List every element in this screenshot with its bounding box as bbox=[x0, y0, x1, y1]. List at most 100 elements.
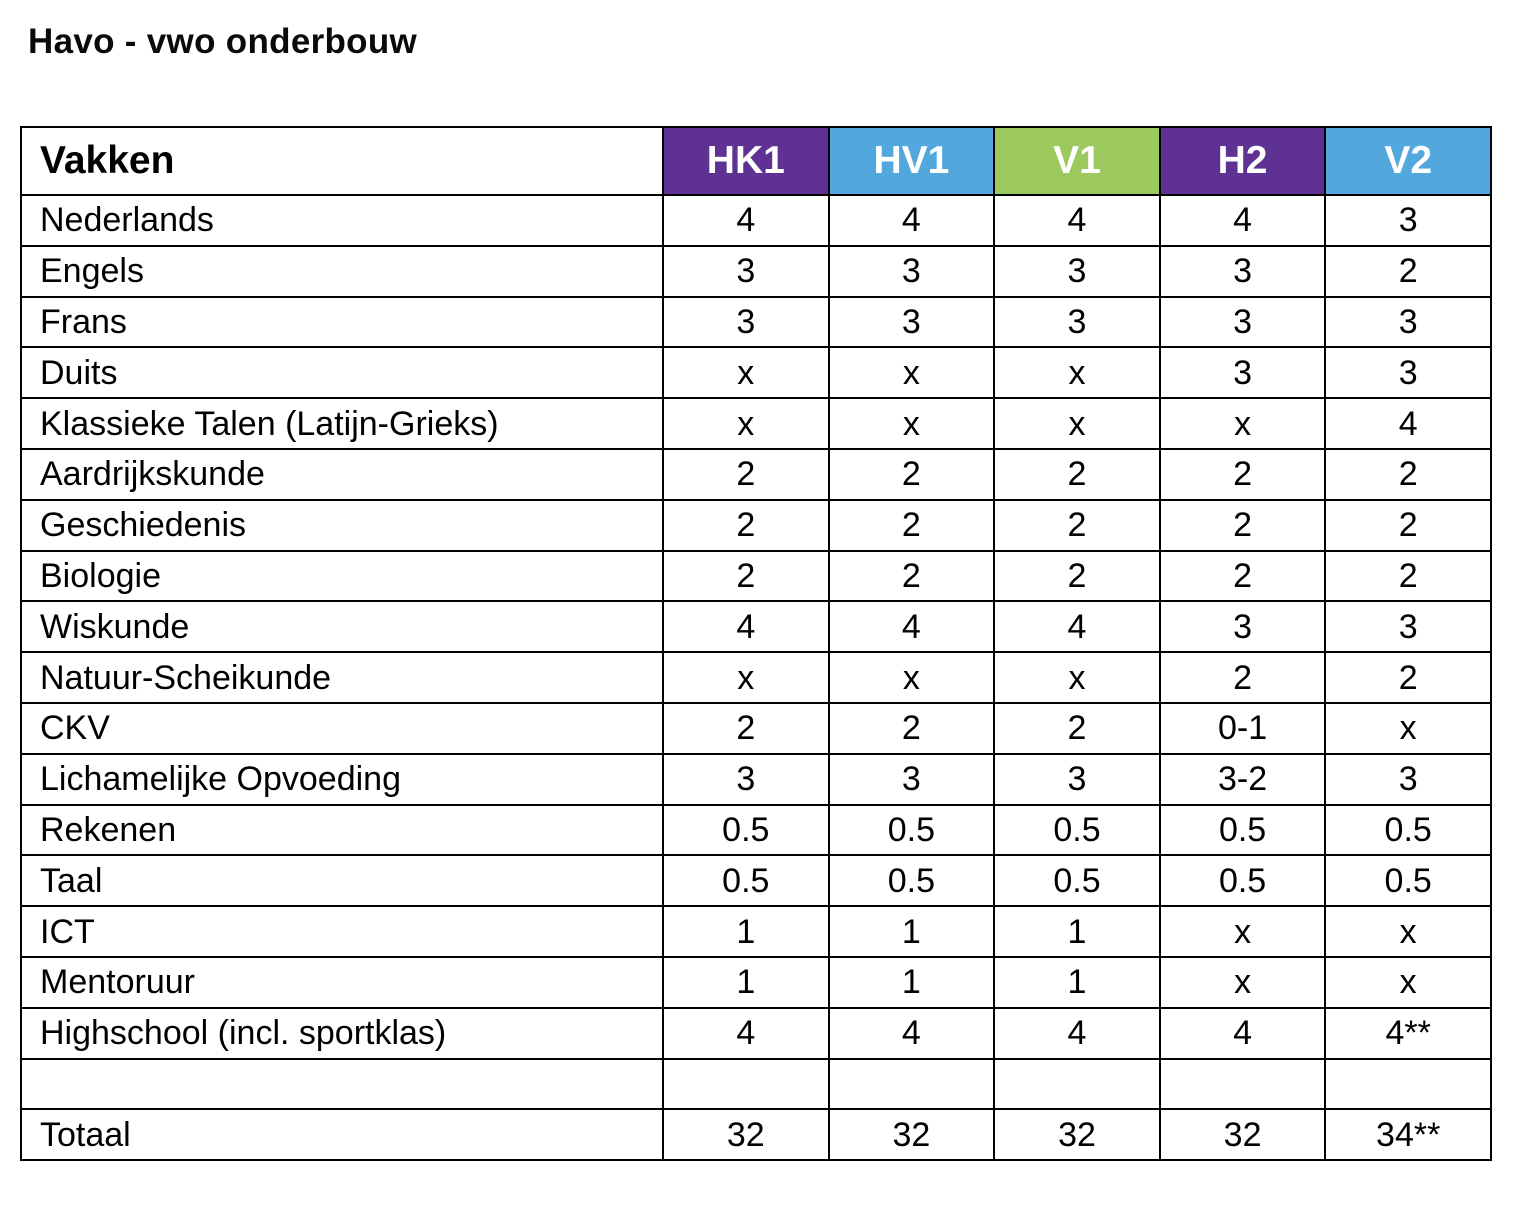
value-cell: 4 bbox=[662, 194, 830, 247]
subject-cell: Mentoruur bbox=[20, 955, 664, 1009]
subject-cell: Geschiedenis bbox=[20, 498, 664, 552]
value-cell: 3 bbox=[993, 295, 1161, 349]
value-cell: 2 bbox=[827, 498, 996, 552]
value-cell: 3 bbox=[1158, 244, 1327, 298]
subject-cell: Nederlands bbox=[20, 194, 664, 247]
subject-cell: Taal bbox=[20, 854, 664, 908]
value-cell: 3 bbox=[1324, 194, 1492, 247]
value-cell: 32 bbox=[1158, 1108, 1327, 1162]
value-cell: 2 bbox=[1324, 651, 1492, 704]
value-cell: 2 bbox=[1158, 447, 1327, 501]
value-cell: 0.5 bbox=[662, 803, 830, 857]
value-cell: 4 bbox=[827, 194, 996, 247]
value-cell bbox=[1324, 1057, 1492, 1111]
value-cell: 0.5 bbox=[827, 803, 996, 857]
value-cell: 3 bbox=[1324, 600, 1492, 654]
subject-cell: Duits bbox=[20, 346, 664, 400]
subject-cell: Frans bbox=[20, 295, 664, 349]
value-cell: x bbox=[1324, 905, 1492, 958]
value-cell: 4 bbox=[993, 600, 1161, 654]
value-cell: 3-2 bbox=[1158, 752, 1327, 806]
value-cell: x bbox=[993, 397, 1161, 450]
value-cell: 2 bbox=[1324, 447, 1492, 501]
subject-cell: Rekenen bbox=[20, 803, 664, 857]
value-cell: 0.5 bbox=[1324, 854, 1492, 908]
value-cell: 3 bbox=[827, 244, 996, 298]
spacer-row bbox=[20, 1057, 1492, 1111]
value-cell: x bbox=[1158, 905, 1327, 958]
value-cell: 0.5 bbox=[993, 854, 1161, 908]
value-cell: x bbox=[1324, 955, 1492, 1009]
value-cell: 2 bbox=[1324, 498, 1492, 552]
column-header-v2: V2 bbox=[1324, 126, 1492, 196]
subject-cell: Wiskunde bbox=[20, 600, 664, 654]
table-row: Aardrijkskunde 2 2 2 2 2 bbox=[20, 447, 1492, 501]
table-row: Geschiedenis 2 2 2 2 2 bbox=[20, 498, 1492, 552]
value-cell: 2 bbox=[662, 549, 830, 603]
value-cell: 3 bbox=[662, 295, 830, 349]
value-cell: 1 bbox=[827, 905, 996, 958]
value-cell: 3 bbox=[1158, 600, 1327, 654]
table-row: Klassieke Talen (Latijn-Grieks) x x x x 4 bbox=[20, 397, 1492, 450]
value-cell: x bbox=[662, 346, 830, 400]
value-cell: 2 bbox=[827, 447, 996, 501]
value-cell: 1 bbox=[993, 905, 1161, 958]
subject-cell: Biologie bbox=[20, 549, 664, 603]
value-cell: x bbox=[827, 346, 996, 400]
subject-cell: ICT bbox=[20, 905, 664, 958]
value-cell: 2 bbox=[1324, 549, 1492, 603]
value-cell: x bbox=[1324, 701, 1492, 755]
value-cell: 0.5 bbox=[993, 803, 1161, 857]
value-cell: 4 bbox=[1158, 1006, 1327, 1060]
value-cell bbox=[993, 1057, 1161, 1111]
value-cell: 4 bbox=[662, 1006, 830, 1060]
page-title: Havo - vwo onderbouw bbox=[28, 22, 418, 61]
value-cell: 2 bbox=[827, 549, 996, 603]
value-cell: 1 bbox=[827, 955, 996, 1009]
column-header-h2: H2 bbox=[1158, 126, 1327, 196]
value-cell: 3 bbox=[662, 244, 830, 298]
table-row: ICT 1 1 1 x x bbox=[20, 905, 1492, 958]
value-cell: x bbox=[662, 397, 830, 450]
value-cell: 2 bbox=[662, 498, 830, 552]
table-row: Biologie 2 2 2 2 2 bbox=[20, 549, 1492, 603]
value-cell: 2 bbox=[993, 549, 1161, 603]
value-cell: 4** bbox=[1324, 1006, 1492, 1060]
table-row: Nederlands 4 4 4 4 3 bbox=[20, 194, 1492, 247]
value-cell: 1 bbox=[993, 955, 1161, 1009]
table-row: Rekenen 0.5 0.5 0.5 0.5 0.5 bbox=[20, 803, 1492, 857]
table-row: Duits x x x 3 3 bbox=[20, 346, 1492, 400]
value-cell: 4 bbox=[1158, 194, 1327, 247]
value-cell bbox=[827, 1057, 996, 1111]
value-cell: 4 bbox=[662, 600, 830, 654]
value-cell: 2 bbox=[662, 447, 830, 501]
value-cell: 0.5 bbox=[1324, 803, 1492, 857]
value-cell: 2 bbox=[662, 701, 830, 755]
value-cell: 2 bbox=[1158, 498, 1327, 552]
table-row: Mentoruur 1 1 1 x x bbox=[20, 955, 1492, 1009]
value-cell: 2 bbox=[993, 447, 1161, 501]
lesson-table: Vakken HK1 HV1 V1 H2 V2 Nederlands 4 4 4 4 3 E… bbox=[20, 126, 1492, 1162]
subject-cell: CKV bbox=[20, 701, 664, 755]
value-cell: 3 bbox=[662, 752, 830, 806]
total-row: Totaal 32 32 32 32 34** bbox=[20, 1108, 1492, 1162]
value-cell: x bbox=[993, 346, 1161, 400]
column-header-vakken: Vakken bbox=[20, 126, 664, 196]
column-header-v1: V1 bbox=[993, 126, 1161, 196]
value-cell: 3 bbox=[827, 752, 996, 806]
value-cell: 0.5 bbox=[827, 854, 996, 908]
subject-cell: Highschool (incl. sportklas) bbox=[20, 1006, 664, 1060]
value-cell: 4 bbox=[993, 194, 1161, 247]
value-cell: 4 bbox=[827, 1006, 996, 1060]
value-cell: 2 bbox=[993, 498, 1161, 552]
table-row: CKV 2 2 2 0-1 x bbox=[20, 701, 1492, 755]
value-cell: 2 bbox=[993, 701, 1161, 755]
value-cell: 3 bbox=[1324, 346, 1492, 400]
value-cell: 3 bbox=[1158, 295, 1327, 349]
value-cell bbox=[1158, 1057, 1327, 1111]
value-cell: 3 bbox=[993, 244, 1161, 298]
table-row: Engels 3 3 3 3 2 bbox=[20, 244, 1492, 298]
value-cell: 4 bbox=[993, 1006, 1161, 1060]
value-cell: 3 bbox=[827, 295, 996, 349]
value-cell: 2 bbox=[827, 701, 996, 755]
